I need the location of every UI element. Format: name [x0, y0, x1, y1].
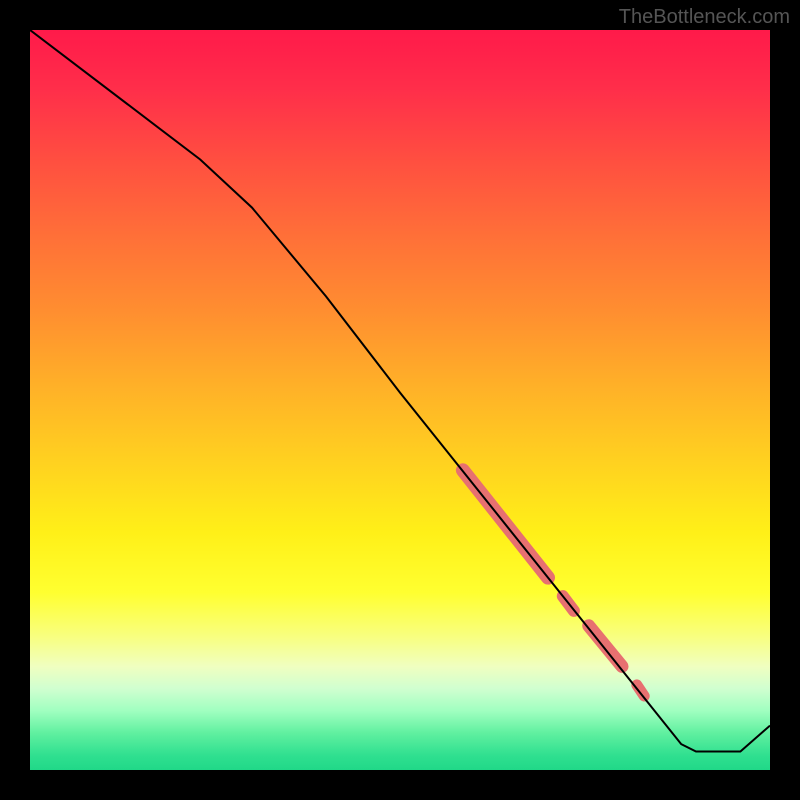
chart-area	[30, 30, 770, 770]
watermark-text: TheBottleneck.com	[619, 6, 790, 29]
gradient-background	[30, 30, 770, 770]
